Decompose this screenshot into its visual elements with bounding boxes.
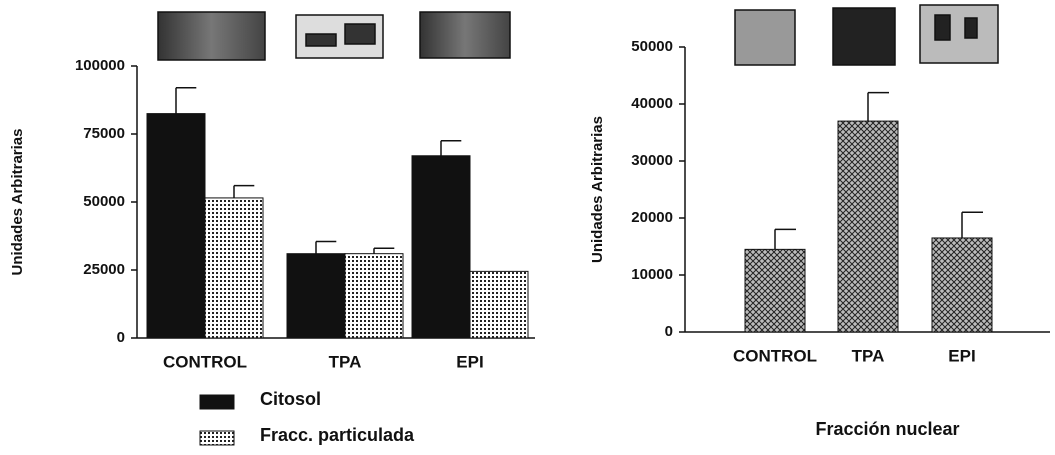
bar [147, 114, 205, 338]
error-bar [176, 88, 196, 114]
y-tick-label: 0 [117, 329, 125, 346]
legend-swatch [200, 431, 234, 445]
error-bar [374, 248, 394, 253]
y-tick-label: 25000 [83, 261, 125, 278]
bar [205, 198, 263, 338]
x-tick-label: CONTROL [163, 352, 247, 371]
y-tick-label: 20000 [631, 209, 673, 226]
y-tick-label: 10000 [631, 266, 673, 283]
legend-label: Fracc. particulada [260, 425, 415, 445]
western-blots [158, 5, 998, 65]
legend-swatch [200, 395, 234, 409]
error-bar [962, 212, 983, 238]
bar [345, 254, 403, 338]
y-tick-label: 50000 [83, 193, 125, 210]
x-tick-label: EPI [456, 352, 483, 371]
y-tick-label: 30000 [631, 152, 673, 169]
legend-label: Citosol [260, 389, 321, 409]
x-tick-label: TPA [329, 352, 362, 371]
bar [932, 238, 992, 332]
x-tick-label: TPA [852, 346, 885, 365]
bar [287, 254, 345, 338]
figure: 0250005000075000100000Unidades Arbitrari… [0, 0, 1055, 455]
error-bar [775, 229, 796, 249]
y-tick-label: 50000 [631, 38, 673, 55]
y-tick-label: 0 [665, 323, 673, 340]
error-bar [868, 93, 889, 122]
x-tick-label: EPI [948, 346, 975, 365]
error-bar [234, 186, 254, 198]
bar [838, 121, 898, 332]
y-tick-label: 100000 [75, 57, 125, 74]
bar [745, 249, 805, 332]
x-tick-label: CONTROL [733, 346, 817, 365]
x-axis-label: Fracción nuclear [815, 419, 959, 439]
error-bar [316, 241, 336, 253]
y-axis-label: Unidades Arbitrarias [589, 116, 606, 263]
y-axis-label: Unidades Arbitrarias [9, 129, 26, 276]
error-bar [441, 141, 461, 156]
bar [412, 156, 470, 338]
bar [470, 271, 528, 338]
y-tick-label: 75000 [83, 125, 125, 142]
y-tick-label: 40000 [631, 95, 673, 112]
